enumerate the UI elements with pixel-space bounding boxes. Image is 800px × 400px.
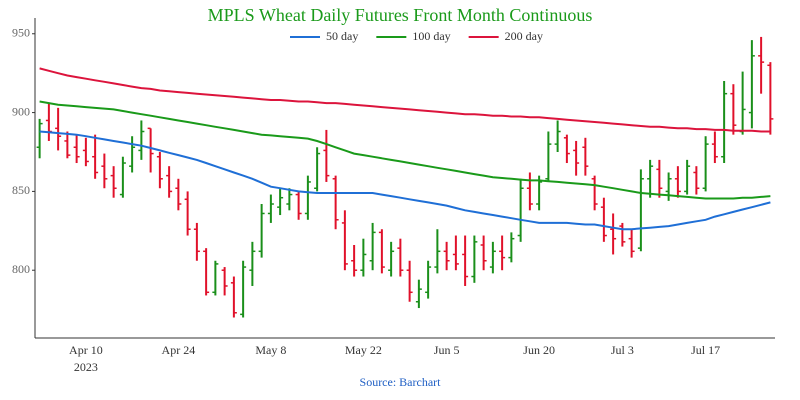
x-tick-label: Apr 10 [69,343,103,357]
x-tick-label: Apr 24 [162,343,196,357]
x-tick-label: Jun 5 [434,343,460,357]
y-tick-label: 900 [12,104,30,118]
y-tick-label: 800 [12,262,30,276]
y-tick-label: 950 [12,26,30,40]
x-tick-label: May 8 [255,343,286,357]
x-year-label: 2023 [74,360,98,374]
legend-label: 200 day [505,29,543,43]
y-tick-label: 850 [12,183,30,197]
x-tick-label: Jul 3 [611,343,634,357]
legend-label: 100 day [412,29,450,43]
x-tick-label: Jul 17 [691,343,720,357]
ma-line [39,130,771,231]
x-tick-label: May 22 [345,343,382,357]
legend-label: 50 day [326,29,358,43]
ma-line [39,67,771,133]
x-tick-label: Jun 20 [523,343,555,357]
source: Source: Barchart [360,375,442,389]
ma-line [39,100,771,200]
chart-title: MPLS Wheat Daily Futures Front Month Con… [208,5,593,25]
